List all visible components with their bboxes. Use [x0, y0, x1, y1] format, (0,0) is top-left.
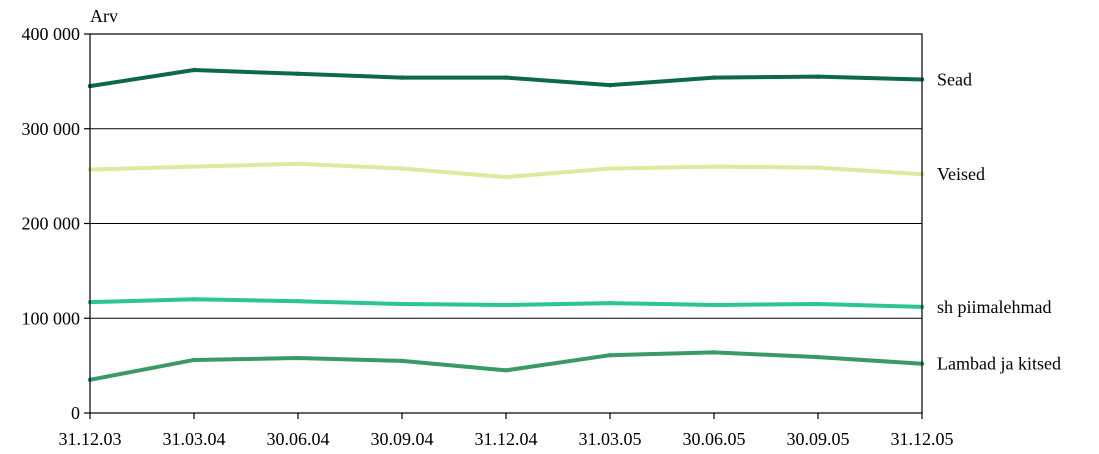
data-point: [815, 301, 821, 307]
data-point: [399, 75, 405, 80]
y-tick-label: 0: [71, 403, 80, 423]
data-point: [711, 350, 717, 355]
data-point: [295, 161, 301, 167]
y-tick-label: 400 000: [22, 24, 81, 44]
data-point: [191, 67, 197, 73]
data-point: [503, 302, 509, 308]
data-point: [607, 82, 613, 88]
data-point: [607, 300, 613, 306]
data-point: [607, 353, 613, 358]
x-tick-label: 30.06.04: [267, 429, 330, 449]
data-point: [503, 368, 509, 373]
y-tick-label: 200 000: [22, 214, 81, 234]
data-point: [815, 165, 821, 170]
data-point: [711, 75, 717, 80]
data-point: [815, 354, 821, 360]
y-axis-ticks: 0 100 000 200 000 300 000 400 000: [22, 24, 90, 423]
y-tick-label: 100 000: [22, 308, 81, 328]
data-point: [295, 355, 301, 361]
x-tick-label: 31.03.04: [163, 429, 226, 449]
data-point: [711, 302, 717, 308]
data-point: [399, 358, 405, 364]
series-sh-piimalehmad: sh piimalehmad: [87, 297, 1051, 317]
x-tick-label: 31.12.04: [475, 429, 538, 449]
data-point: [295, 71, 301, 76]
series-label: Lambad ja kitsed: [937, 354, 1061, 374]
x-tick-label: 30.09.05: [787, 429, 850, 449]
series-lambad-ja-kitsed: Lambad ja kitsed: [87, 350, 1061, 383]
data-point: [191, 357, 197, 363]
data-point: [815, 74, 821, 79]
axes: [89, 33, 923, 414]
data-point: [191, 164, 197, 169]
x-tick-label: 30.09.04: [371, 429, 434, 449]
data-point: [503, 75, 509, 80]
x-axis-ticks: 31.12.03 31.03.04 30.06.04 30.09.04 31.12.04…: [59, 413, 954, 449]
data-point: [191, 297, 197, 302]
data-point: [399, 301, 405, 307]
x-tick-label: 31.12.05: [891, 429, 954, 449]
data-point: [503, 174, 509, 180]
data-point: [399, 166, 405, 171]
series-line: [88, 350, 924, 382]
data-point: [295, 298, 301, 304]
data-point: [607, 166, 613, 171]
x-tick-label: 31.12.03: [59, 429, 122, 449]
y-tick-label: 300 000: [22, 119, 81, 139]
series-sead: Sead: [87, 67, 972, 89]
y-axis-label: Arv: [90, 6, 118, 26]
series-label: sh piimalehmad: [937, 297, 1051, 317]
plot-frame: [89, 33, 923, 414]
x-tick-label: 31.03.05: [579, 429, 642, 449]
series-veised: Veised: [87, 161, 985, 184]
series-group: Sead Veised sh piimalehmad Lambad ja kitsed: [87, 67, 1061, 383]
x-tick-label: 30.06.05: [683, 429, 746, 449]
series-label: Veised: [937, 164, 985, 184]
data-point: [711, 164, 717, 169]
series-label: Sead: [937, 69, 972, 89]
